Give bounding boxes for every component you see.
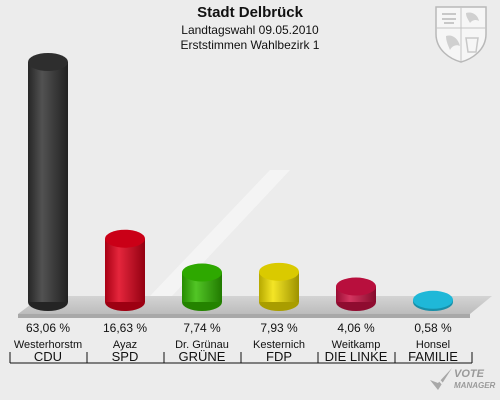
district-subtitle: Erststimmen Wahlbezirk 1 [180,38,320,52]
bar-fdp [259,262,299,311]
checkmark-icon [430,368,452,391]
bar-cdu [28,53,68,311]
party-label: SPD [112,349,139,364]
vote-manager-logo: VOTE MANAGER [428,366,498,396]
bar-top [336,277,376,296]
bar-spd [105,229,145,311]
candidate-label: Honsel [416,339,450,351]
bar-top [413,290,453,309]
coat-of-arms-icon [435,6,487,63]
label-separators [9,352,473,364]
bar-body-front [105,238,145,302]
bar-body-front [28,62,68,302]
party-label: FAMILIE [408,349,458,364]
logo-line1: VOTE [454,368,484,380]
bar-top [28,53,68,71]
value-label: 16,63 % [103,321,147,335]
value-label: 0,58 % [414,321,452,335]
bar-familie [413,290,453,311]
chart-title: Stadt Delbrück [197,4,303,21]
candidate-label: Dr. Grünau [175,339,229,351]
candidate-label: Weitkamp [332,339,381,351]
candidate-label: Westerhorstm [14,339,82,351]
election-subtitle: Landtagswahl 09.05.2010 [181,23,319,37]
candidate-label: Ayaz [113,339,137,351]
bar-top [105,229,145,248]
party-label: FDP [266,349,292,364]
bar-gr-ne [182,263,222,311]
bar-top [182,263,222,282]
bar-top [259,262,299,281]
party-label: CDU [34,349,62,364]
party-label: GRÜNE [179,349,226,364]
chart-floor-edge [18,314,470,318]
value-label: 7,74 % [183,321,221,335]
value-label: 7,93 % [260,321,298,335]
logo-line2: MANAGER [454,381,496,390]
value-label: 63,06 % [26,321,70,335]
party-label: DIE LINKE [325,349,388,364]
value-label: 4,06 % [337,321,375,335]
candidate-label: Kesternich [253,339,305,351]
bar-die-linke [336,277,376,311]
decorative-stripe [150,170,290,296]
